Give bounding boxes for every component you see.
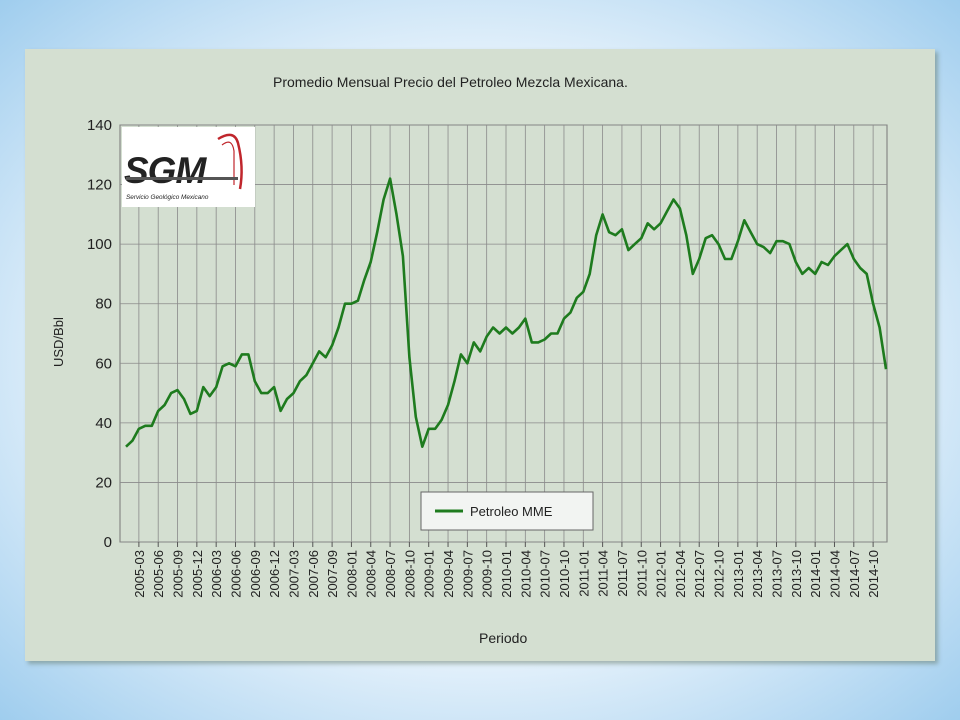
x-tick-label: 2014-01 <box>808 550 823 598</box>
sgm-logo: SGM Servicio Geológico Mexicano <box>122 127 255 207</box>
x-tick-label: 2007-09 <box>325 550 340 598</box>
x-tick-label: 2010-04 <box>518 550 533 598</box>
legend: Petroleo MME <box>420 491 594 531</box>
x-tick-label: 2008-04 <box>364 550 379 598</box>
x-tick-label: 2005-03 <box>132 550 147 598</box>
x-tick-label: 2005-06 <box>151 550 166 598</box>
x-tick-label: 2012-01 <box>654 550 669 598</box>
x-tick-label: 2011-07 <box>615 550 630 597</box>
x-tick-label: 2012-04 <box>673 550 688 598</box>
series-line-petroleo-mme <box>125 177 888 449</box>
x-tick-label: 2008-07 <box>383 550 398 598</box>
x-axis-label: Periodo <box>479 630 527 646</box>
y-tick-label: 140 <box>87 117 112 134</box>
x-tick-label: 2010-10 <box>557 550 572 598</box>
y-tick-label: 60 <box>95 355 112 372</box>
x-tick-label: 2011-10 <box>634 550 649 597</box>
logo-text: SGM <box>124 150 207 191</box>
logo-swoosh-inner <box>221 141 235 185</box>
x-tick-label: 2005-12 <box>190 550 205 598</box>
x-tick-label: 2011-04 <box>596 550 611 597</box>
x-tick-label: 2012-10 <box>712 550 727 598</box>
x-tick-label: 2013-04 <box>750 550 765 598</box>
chart-title: Promedio Mensual Precio del Petroleo Mez… <box>273 74 628 90</box>
logo-background <box>122 127 255 207</box>
x-tick-label: 2006-09 <box>248 550 263 598</box>
legend-label: Petroleo MME <box>470 504 553 519</box>
x-tick-label: 2013-07 <box>770 550 785 598</box>
y-tick-label: 80 <box>95 296 112 313</box>
x-tick-label: 2012-07 <box>692 550 707 598</box>
x-tick-label: 2006-12 <box>267 550 282 598</box>
x-tick-label: 2009-10 <box>480 550 495 598</box>
x-tick-label: 2009-01 <box>422 550 437 598</box>
y-axis-label: USD/Bbl <box>51 317 66 367</box>
x-tick-label: 2007-03 <box>287 550 302 598</box>
x-tick-label: 2013-10 <box>789 550 804 598</box>
x-tick-label: 2005-09 <box>171 550 186 598</box>
x-tick-label: 2007-06 <box>306 550 321 598</box>
x-tick-label: 2011-01 <box>576 550 591 597</box>
logo-stripe <box>126 177 238 180</box>
x-tick-label: 2010-07 <box>538 550 553 598</box>
x-tick-label: 2013-01 <box>731 550 746 598</box>
x-tick-label: 2008-01 <box>344 550 359 598</box>
logo-subtitle: Servicio Geológico Mexicano <box>126 194 209 201</box>
chart-panel: Promedio Mensual Precio del Petroleo Mez… <box>25 49 935 661</box>
x-tick-label: 2010-01 <box>499 550 514 598</box>
x-tick-label: 2014-07 <box>847 550 862 598</box>
x-tick-label: 2009-07 <box>460 550 475 598</box>
x-tick-label: 2006-03 <box>209 550 224 598</box>
y-tick-label: 100 <box>87 236 112 253</box>
x-axis-ticks: 2005-03 2005-06 2005-09 2005-12 2006-03 2006-… <box>132 542 881 598</box>
x-tick-label: 2008-10 <box>402 550 417 598</box>
oil-price-chart: Promedio Mensual Precio del Petroleo Mez… <box>51 74 888 646</box>
x-tick-label: 2014-10 <box>866 550 881 598</box>
y-axis-ticks: 0 20 40 60 80 100 120 140 <box>87 117 112 551</box>
x-tick-label: 2006-06 <box>229 550 244 598</box>
y-tick-label: 40 <box>95 415 112 432</box>
logo-swoosh <box>217 133 243 190</box>
y-tick-label: 20 <box>95 474 112 491</box>
x-tick-label: 2009-04 <box>441 550 456 598</box>
y-tick-label: 120 <box>87 177 112 194</box>
x-tick-label: 2014-04 <box>828 550 843 598</box>
y-tick-label: 0 <box>104 534 112 551</box>
